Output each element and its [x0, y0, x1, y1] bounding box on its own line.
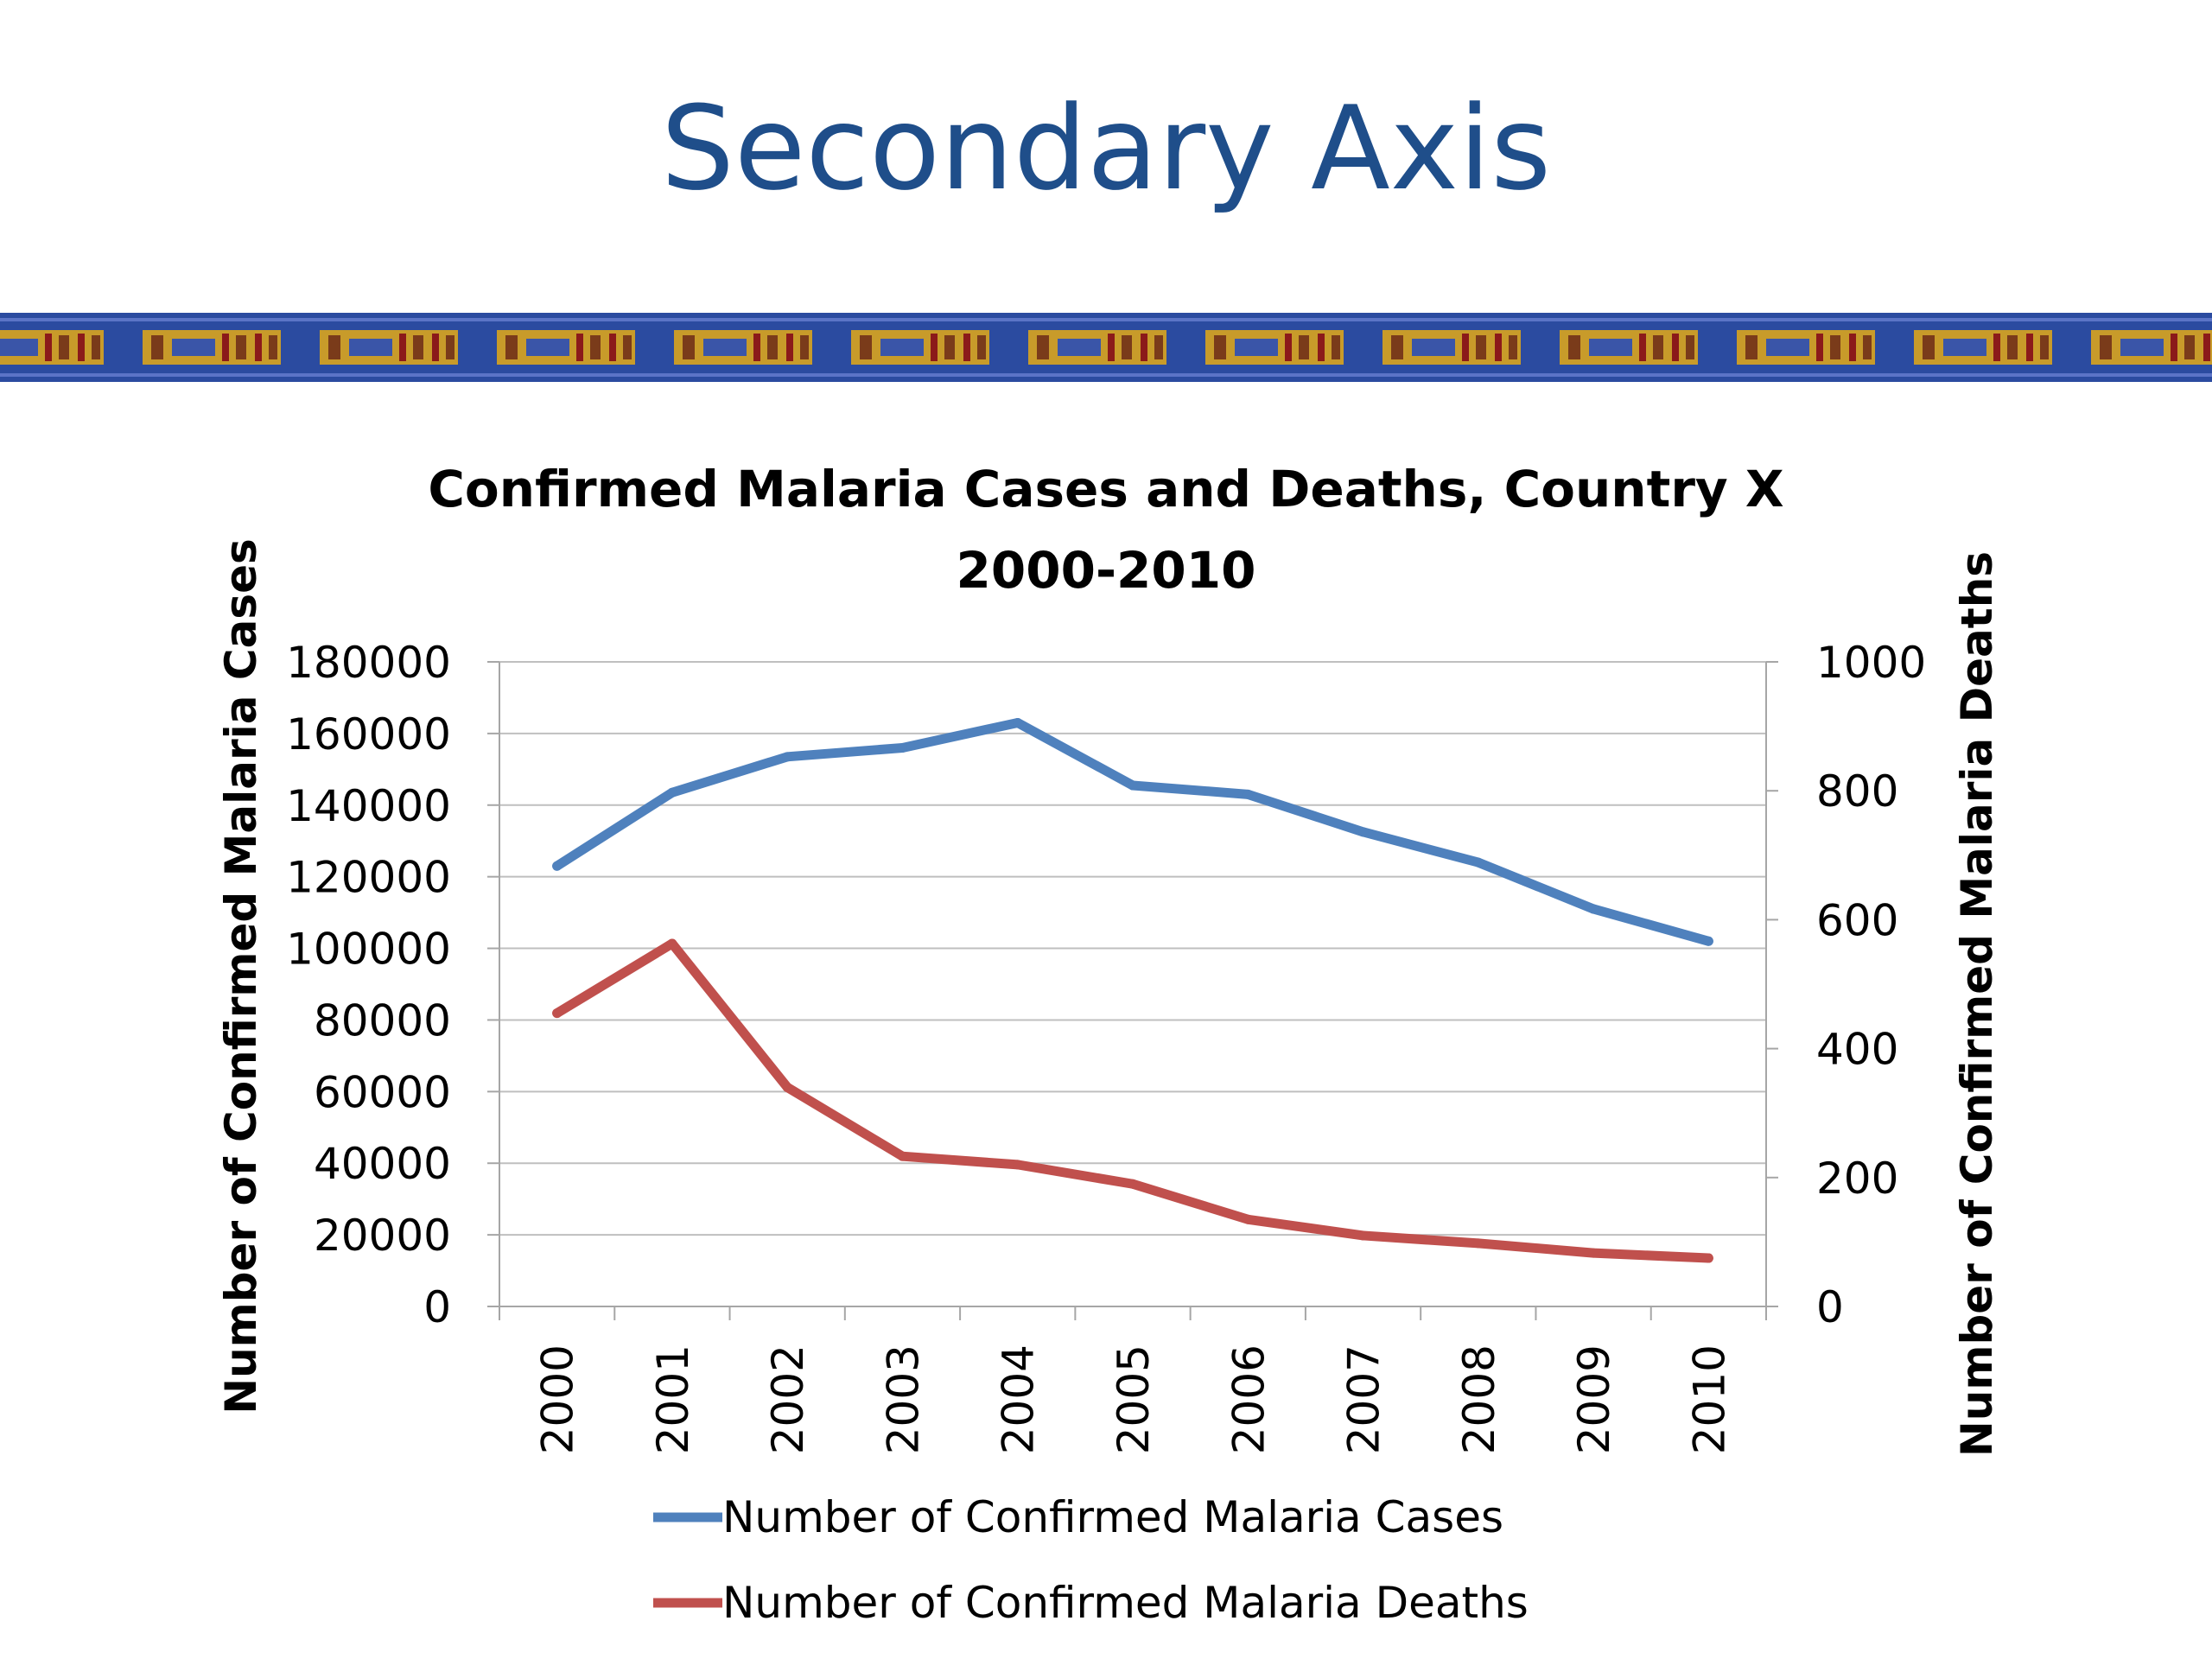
data-point-deaths [782, 1082, 792, 1092]
legend: Number of Confirmed Malaria Cases Number… [653, 1492, 1529, 1628]
right-tick-label: 0 [1816, 1282, 1844, 1332]
left-tick-label: 140000 [286, 781, 451, 831]
x-tick-label: 2007 [1339, 1344, 1389, 1454]
data-point-cases [782, 752, 792, 762]
chart-subtitle: 2000-2010 [957, 541, 1256, 600]
data-point-deaths [1473, 1238, 1484, 1249]
right-tick-label: 1000 [1816, 638, 1926, 688]
x-tick-label: 2000 [533, 1344, 583, 1454]
legend-label-deaths: Number of Confirmed Malaria Deaths [722, 1578, 1529, 1628]
banner-motif [2091, 330, 2212, 365]
right-tick-label: 800 [1816, 766, 1898, 817]
series-line-deaths [552, 938, 1713, 1263]
data-point-deaths [552, 1008, 563, 1019]
slide-title: Secondary Axis [660, 81, 1552, 216]
left-tick-label: 0 [423, 1282, 451, 1332]
data-point-deaths [1243, 1214, 1253, 1224]
left-axis-ticks: 0 20000 40000 60000 80000 100000 120000 140000 1… [286, 638, 499, 1332]
data-point-cases [667, 787, 677, 798]
data-point-deaths [1013, 1160, 1023, 1170]
data-point-deaths [667, 938, 677, 949]
right-tick-label: 400 [1816, 1025, 1898, 1075]
banner-motif [1560, 330, 1698, 365]
data-point-deaths [897, 1151, 907, 1161]
x-axis-ticks: 2000 2001 2002 2003 2004 2005 2006 2007 2008 2009… [499, 1306, 1767, 1454]
x-tick-label: 2010 [1684, 1344, 1734, 1454]
x-tick-label: 2008 [1454, 1344, 1504, 1454]
left-axis-label: Number of Confirmed Malaria Cases [216, 538, 266, 1414]
gridlines [499, 661, 1766, 1236]
chart-title: Confirmed Malaria Cases and Deaths, Coun… [428, 460, 1783, 518]
x-tick-label: 2001 [648, 1344, 698, 1454]
data-point-cases [1358, 827, 1369, 837]
right-axis-label: Number of Confirmed Malaria Deaths [1952, 551, 2002, 1457]
banner-motif [1382, 330, 1521, 365]
data-point-cases [897, 742, 907, 753]
banner-motif [674, 330, 812, 365]
left-tick-label: 160000 [286, 709, 451, 760]
data-point-deaths [1128, 1179, 1138, 1189]
left-tick-label: 100000 [286, 925, 451, 975]
banner-motif [320, 330, 458, 365]
right-tick-label: 200 [1816, 1154, 1898, 1204]
banner-motif [0, 330, 104, 365]
x-tick-label: 2004 [994, 1344, 1044, 1454]
data-point-cases [1588, 904, 1599, 914]
series [552, 717, 1713, 1263]
banner-motif [1737, 330, 1875, 365]
x-tick-label: 2003 [878, 1344, 928, 1454]
left-tick-label: 80000 [314, 995, 451, 1046]
banner-motif [851, 330, 989, 365]
left-tick-label: 60000 [314, 1067, 451, 1117]
data-point-cases [1128, 780, 1138, 791]
data-point-cases [1243, 789, 1253, 799]
data-point-deaths [1588, 1248, 1599, 1258]
data-point-cases [1703, 936, 1713, 946]
legend-label-cases: Number of Confirmed Malaria Cases [722, 1492, 1503, 1542]
series-line-cases [552, 717, 1713, 946]
data-point-cases [1473, 857, 1484, 868]
left-tick-label: 180000 [286, 638, 451, 688]
data-point-deaths [1703, 1253, 1713, 1263]
banner-motif [1205, 330, 1344, 365]
banner-motif [497, 330, 635, 365]
banner-motif [1914, 330, 2052, 365]
x-tick-label: 2005 [1109, 1344, 1159, 1454]
left-tick-label: 20000 [314, 1211, 451, 1261]
banner-motif [1028, 330, 1166, 365]
data-point-cases [1013, 717, 1023, 728]
right-axis-ticks: 0 200 400 600 800 1000 [1766, 638, 1926, 1332]
left-tick-label: 120000 [286, 853, 451, 903]
x-tick-label: 2002 [763, 1344, 813, 1454]
x-tick-label: 2009 [1569, 1344, 1619, 1454]
data-point-cases [552, 861, 563, 871]
left-tick-label: 40000 [314, 1139, 451, 1189]
decorative-banner [0, 313, 2212, 382]
axes [499, 662, 1767, 1307]
x-tick-label: 2006 [1224, 1344, 1274, 1454]
banner-motif [143, 330, 281, 365]
data-point-deaths [1358, 1230, 1369, 1241]
right-tick-label: 600 [1816, 895, 1898, 945]
